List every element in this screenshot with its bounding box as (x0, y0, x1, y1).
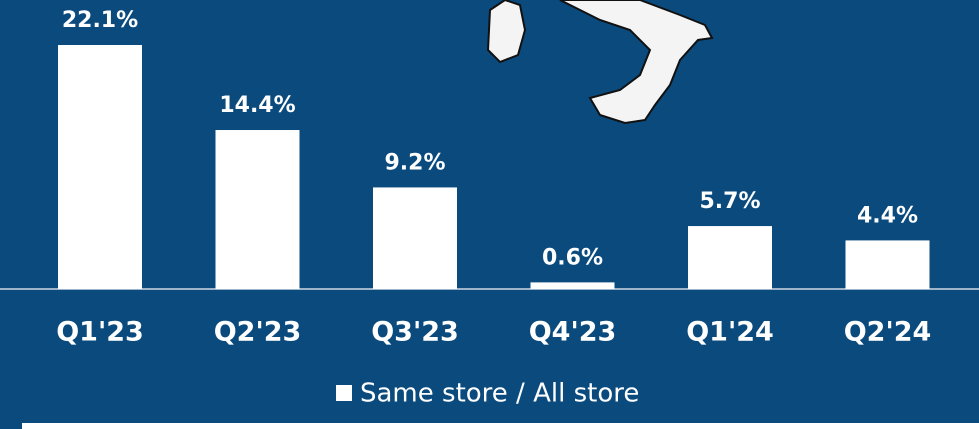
bar (373, 187, 457, 289)
value-label: 14.4% (219, 93, 295, 118)
x-tick-label: Q2'24 (844, 317, 932, 348)
x-tick-label: Q1'24 (686, 317, 774, 348)
x-tick-label: Q3'23 (371, 317, 459, 348)
value-label: 4.4% (857, 203, 918, 228)
bar (688, 226, 772, 289)
value-label: 0.6% (542, 245, 603, 270)
bar (58, 45, 142, 290)
value-label: 22.1% (62, 8, 138, 33)
bar (215, 130, 300, 289)
value-label: 5.7% (699, 189, 760, 214)
legend-swatch (336, 385, 352, 401)
x-tick-label: Q4'23 (529, 317, 617, 348)
x-tick-label: Q1'23 (56, 317, 144, 348)
bottom-strip (22, 423, 979, 429)
bar (530, 282, 615, 289)
x-tick-label: Q2'23 (214, 317, 302, 348)
bar (845, 240, 930, 289)
legend-label: Same store / All store (360, 379, 639, 409)
map-decoration (486, 0, 714, 125)
value-label: 9.2% (384, 150, 445, 175)
